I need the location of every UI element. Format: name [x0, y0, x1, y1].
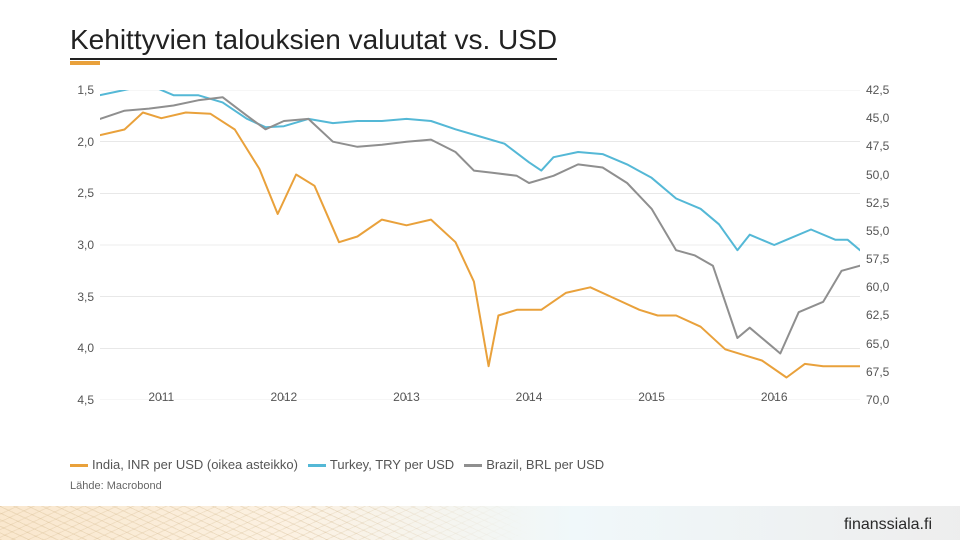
ytick-left: 2,5: [77, 186, 94, 200]
chart-svg: [100, 90, 860, 400]
ytick-right: 60,0: [866, 280, 889, 294]
ytick-left: 3,0: [77, 238, 94, 252]
legend-label: India, INR per USD (oikea asteikko): [92, 457, 298, 472]
ytick-right: 65,0: [866, 337, 889, 351]
ytick-right: 67,5: [866, 365, 889, 379]
xtick: 2013: [393, 390, 420, 404]
footer-brand: finanssiala.fi: [844, 516, 932, 534]
ytick-left: 3,5: [77, 290, 94, 304]
ytick-right: 45,0: [866, 111, 889, 125]
ytick-right: 47,5: [866, 139, 889, 153]
currency-chart: 1,52,02,53,03,54,04,5 42,545,047,550,052…: [70, 90, 890, 430]
ytick-right: 52,5: [866, 196, 889, 210]
ytick-right: 42,5: [866, 83, 889, 97]
ytick-right: 50,0: [866, 168, 889, 182]
xtick: 2011: [148, 390, 174, 404]
legend-swatch: [464, 464, 482, 467]
ytick-left: 2,0: [77, 135, 94, 149]
source-text: Lähde: Macrobond: [70, 480, 162, 492]
legend-swatch: [70, 464, 88, 467]
xtick: 2016: [761, 390, 788, 404]
ytick-right: 55,0: [866, 224, 889, 238]
ytick-right: 70,0: [866, 393, 889, 407]
ytick-left: 1,5: [77, 83, 94, 97]
footer-bar: finanssiala.fi: [0, 506, 960, 540]
xtick: 2015: [638, 390, 665, 404]
ytick-right: 62,5: [866, 308, 889, 322]
plot-area: [100, 90, 860, 400]
ytick-left: 4,0: [77, 341, 94, 355]
page-title: Kehittyvien talouksien valuutat vs. USD: [70, 24, 557, 60]
legend-label: Turkey, TRY per USD: [330, 457, 454, 472]
xtick: 2012: [271, 390, 298, 404]
chart-legend: India, INR per USD (oikea asteikko) Turke…: [70, 457, 604, 472]
legend-swatch: [308, 464, 326, 467]
ytick-right: 57,5: [866, 252, 889, 266]
xtick: 2014: [516, 390, 543, 404]
legend-label: Brazil, BRL per USD: [486, 457, 604, 472]
ytick-left: 4,5: [77, 393, 94, 407]
